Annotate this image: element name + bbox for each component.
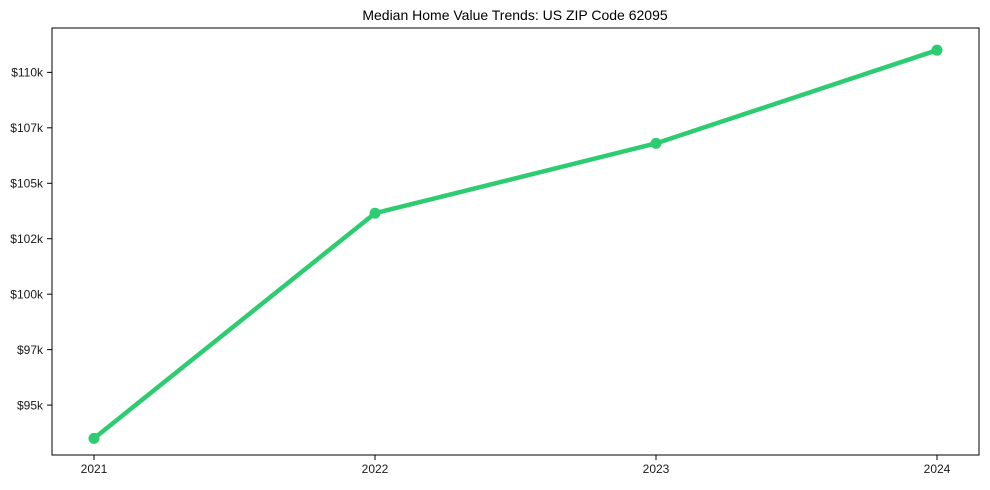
data-point-marker xyxy=(650,137,662,149)
data-point-marker xyxy=(88,432,100,444)
y-axis-tick-label: $100k xyxy=(10,287,44,301)
line-series xyxy=(91,47,940,441)
axes-frame xyxy=(51,27,980,456)
y-axis-tick-label: $107k xyxy=(10,121,44,135)
x-axis-tick-label: 2021 xyxy=(81,462,108,476)
x-axis-tick-label: 2022 xyxy=(362,462,389,476)
y-axis-tick-label: $97k xyxy=(17,343,44,357)
data-point-marker xyxy=(931,44,943,56)
x-axis-tick-label: 2023 xyxy=(643,462,670,476)
y-axis-tick-label: $95k xyxy=(17,398,44,412)
plot-area: $95k $97k $100k $102k $105k $107k $110k 2021 202… xyxy=(10,27,980,476)
data-point-marker xyxy=(369,207,381,219)
x-axis-tick-label: 2024 xyxy=(924,462,951,476)
y-axis-tick-label: $110k xyxy=(11,66,44,80)
chart-title: Median Home Value Trends: US ZIP Code 62… xyxy=(362,7,668,23)
y-axis-tick-label: $102k xyxy=(10,232,44,246)
y-axis-tick-label: $105k xyxy=(10,176,44,190)
